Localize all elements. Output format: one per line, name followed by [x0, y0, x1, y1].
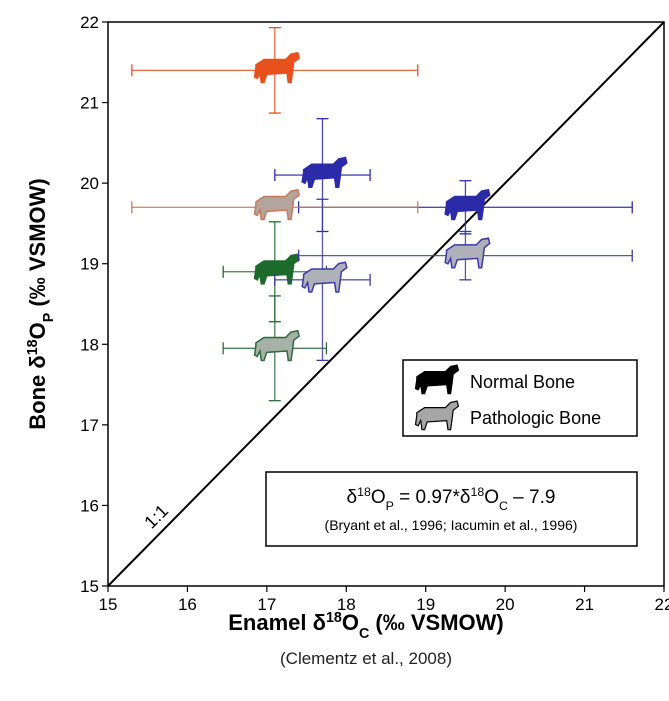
- equation-box: [265, 471, 638, 547]
- text-part: Bone δ: [25, 355, 50, 429]
- y-tick-label: 15: [80, 577, 99, 596]
- x-tick-label: 16: [178, 595, 197, 614]
- y-tick-label: 19: [80, 255, 99, 274]
- point-icon: [253, 51, 300, 84]
- point-icon: [444, 188, 491, 221]
- text-part: (‰ VSMOW): [369, 610, 503, 635]
- text-part: – 7.9: [508, 487, 556, 508]
- text-part: 18: [25, 339, 41, 355]
- x-tick-label: 18: [337, 595, 356, 614]
- point-icon: [253, 253, 300, 285]
- x-tick-label: 22: [655, 595, 669, 614]
- x-tick-label: 19: [416, 595, 435, 614]
- point-icon: [253, 329, 300, 362]
- legend-label: Normal Bone: [470, 372, 575, 392]
- x-tick-label: 21: [575, 595, 594, 614]
- y-tick-label: 21: [80, 94, 99, 113]
- legend-box: [402, 359, 638, 437]
- point-icon: [301, 261, 348, 293]
- text-part: 18: [326, 610, 342, 626]
- text-part: (‰ VSMOW): [25, 178, 50, 312]
- y-tick-label: 20: [80, 174, 99, 193]
- x-tick-label: 20: [496, 595, 515, 614]
- y-tick-label: 16: [80, 496, 99, 515]
- text-part: Enamel δ: [228, 610, 326, 635]
- x-axis-note: (Clementz et al., 2008): [280, 649, 452, 668]
- equation: δ18OP = 0.97*δ18OC – 7.9: [347, 485, 556, 513]
- text-part: O: [25, 322, 50, 339]
- y-axis-label: Bone δ18OP (‰ VSMOW): [25, 178, 57, 429]
- text-part: P: [386, 499, 394, 513]
- plot-frame: [107, 21, 665, 587]
- text-part: O: [342, 610, 359, 635]
- text-part: = 0.97*δ: [394, 487, 471, 508]
- text-part: C: [359, 626, 369, 642]
- text-part: 18: [357, 485, 371, 499]
- text-part: 18: [470, 485, 484, 499]
- x-tick-label: 17: [257, 595, 276, 614]
- legend-icon: [414, 364, 460, 395]
- legend-label: Pathologic Bone: [470, 408, 601, 428]
- text-part: O: [371, 487, 386, 508]
- text-part: C: [499, 499, 508, 513]
- one-to-one-line: [107, 21, 665, 587]
- y-tick-label: 18: [80, 335, 99, 354]
- y-tick-label: 22: [80, 13, 99, 32]
- line-label: 1:1: [140, 501, 172, 533]
- text-part: δ: [347, 487, 358, 508]
- y-tick-label: 17: [80, 416, 99, 435]
- x-tick-label: 15: [99, 595, 118, 614]
- point-icon: [444, 237, 491, 269]
- text-part: P: [41, 312, 57, 322]
- x-axis-label: Enamel δ18OC (‰ VSMOW): [228, 610, 504, 642]
- point-icon: [301, 156, 348, 188]
- point-icon: [253, 188, 300, 221]
- legend-icon: [414, 400, 460, 431]
- equation-note: (Bryant et al., 1996; Iacumin et al., 19…: [325, 517, 578, 533]
- text-part: O: [484, 487, 499, 508]
